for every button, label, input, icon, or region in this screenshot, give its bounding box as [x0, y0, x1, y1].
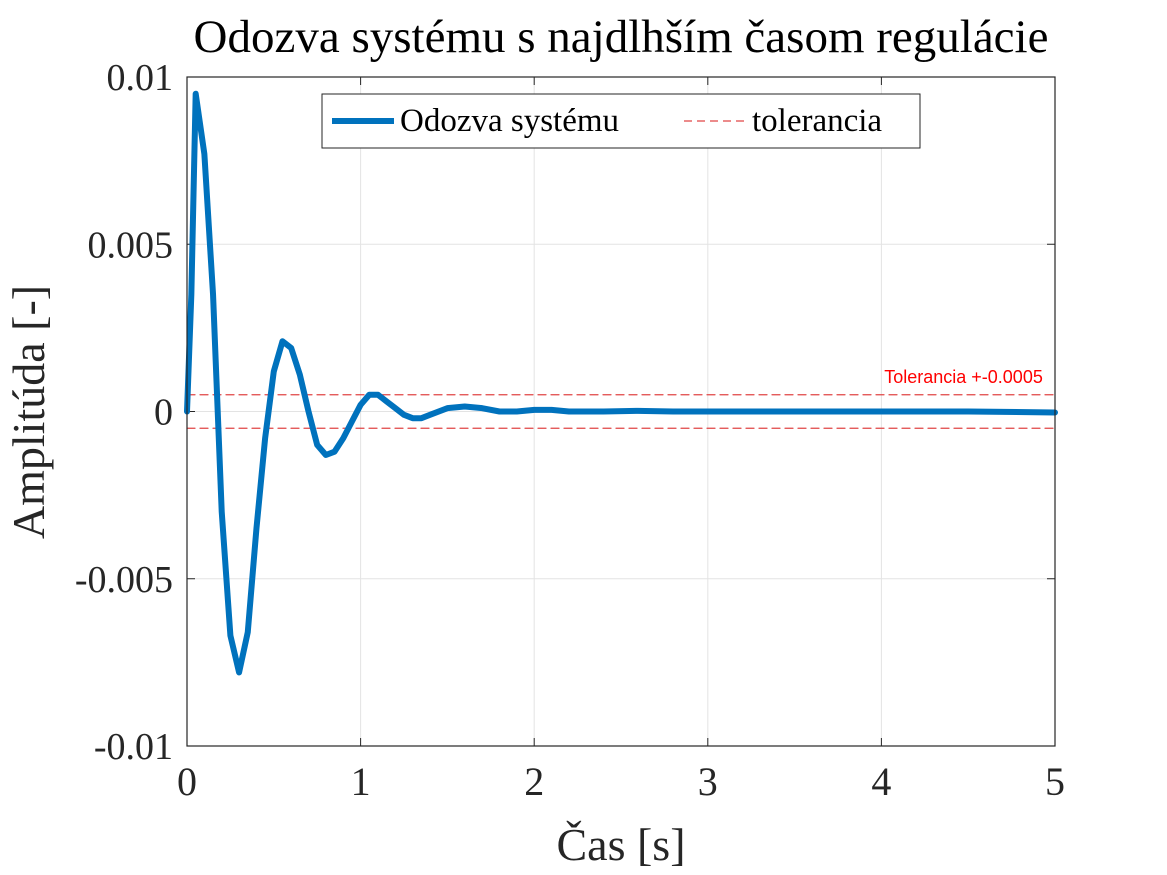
x-tick-label: 0: [177, 759, 197, 804]
x-tick-label: 1: [351, 759, 371, 804]
tolerance-annotation: Tolerancia +-0.0005: [884, 367, 1043, 387]
chart-title: Odozva systému s najdlhším časom regulác…: [194, 11, 1049, 63]
legend: Odozva systému tolerancia: [321, 93, 921, 149]
x-tick-label: 5: [1045, 759, 1065, 804]
y-axis-label: Amplitúda [-]: [3, 285, 54, 539]
series-layer: [184, 90, 1058, 676]
x-tick-label: 4: [871, 759, 891, 804]
legend-box: [321, 93, 921, 149]
x-tick-label: 2: [524, 759, 544, 804]
legend-label-tolerance: tolerancia: [752, 103, 882, 139]
response-line: [184, 90, 1058, 676]
x-axis-label: Čas [s]: [556, 819, 685, 870]
y-tick-labels: -0.01 -0.005 0 0.005 0.01: [75, 57, 173, 768]
y-tick-label: 0: [154, 392, 173, 434]
y-tick-label: 0.005: [88, 224, 174, 266]
x-tick-label: 3: [698, 759, 718, 804]
axes-box: [186, 76, 1056, 747]
y-tick-label: -0.005: [75, 559, 173, 601]
y-tick-label: -0.01: [94, 726, 173, 768]
y-tick-label: 0.01: [107, 57, 174, 99]
legend-label-response: Odozva systému: [400, 103, 619, 139]
x-tick-labels: 0 1 2 3 4 5: [177, 759, 1065, 804]
